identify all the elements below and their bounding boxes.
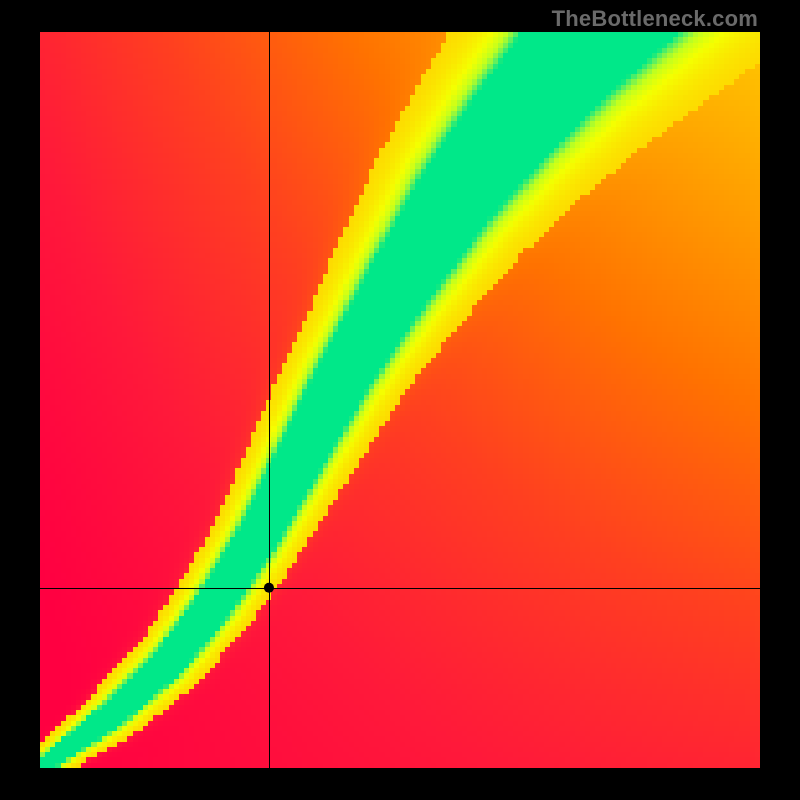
bottleneck-heatmap xyxy=(0,0,800,800)
watermark-text: TheBottleneck.com xyxy=(552,6,758,32)
